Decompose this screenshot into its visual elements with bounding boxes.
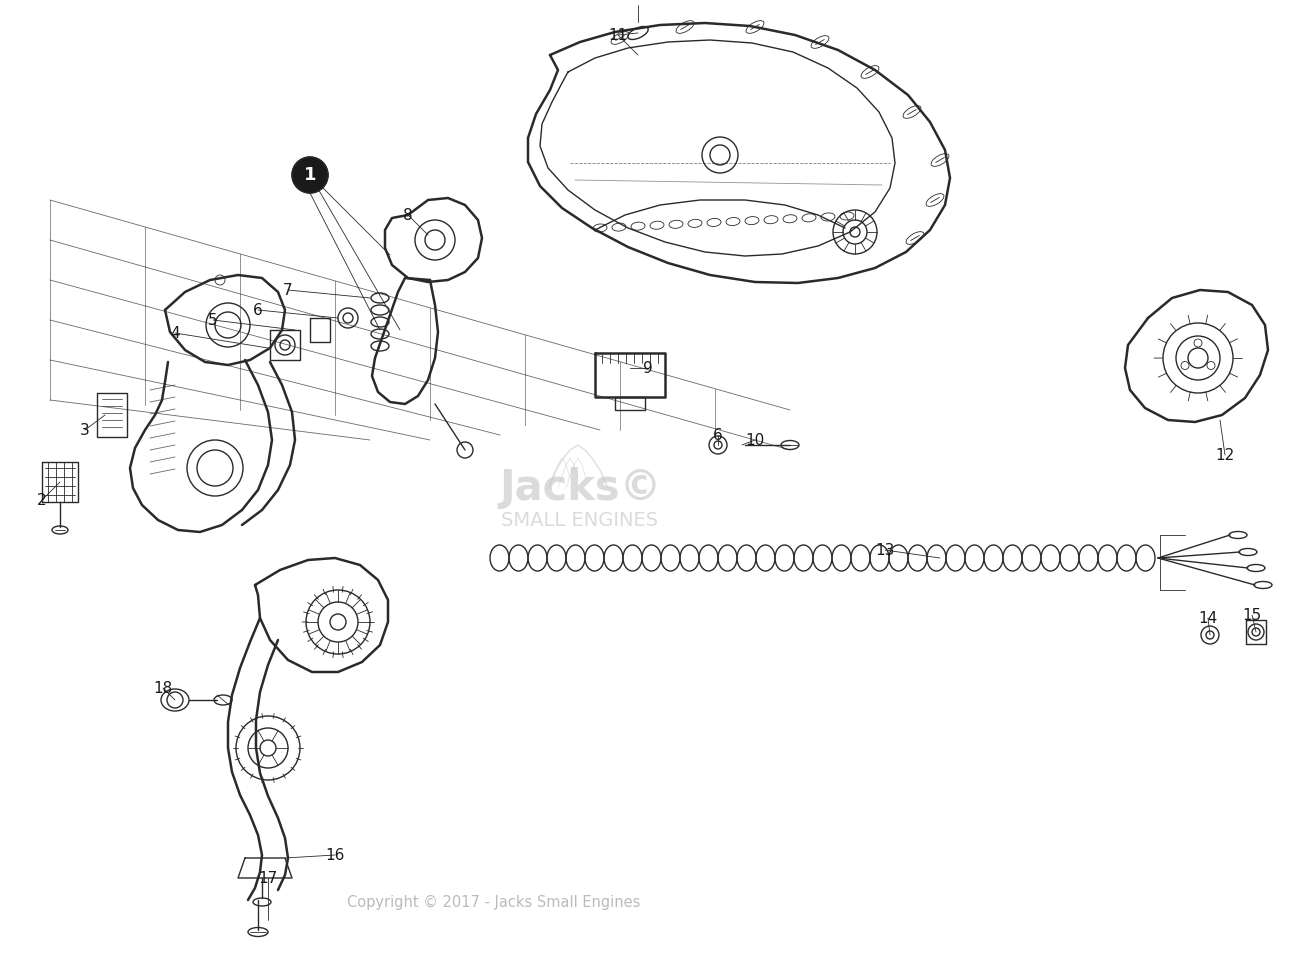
Text: 14: 14 bbox=[1199, 610, 1218, 626]
Text: 6: 6 bbox=[254, 303, 263, 317]
Text: 17: 17 bbox=[259, 871, 278, 885]
Text: 8: 8 bbox=[403, 207, 413, 223]
Text: 11: 11 bbox=[608, 28, 628, 43]
Text: Jacks©: Jacks© bbox=[499, 467, 662, 509]
Text: Copyright © 2017 - Jacks Small Engines: Copyright © 2017 - Jacks Small Engines bbox=[347, 895, 641, 910]
Text: SMALL ENGINES: SMALL ENGINES bbox=[502, 511, 659, 529]
Text: 12: 12 bbox=[1216, 448, 1235, 462]
Text: 7: 7 bbox=[283, 283, 292, 298]
Circle shape bbox=[292, 157, 328, 193]
Text: 18: 18 bbox=[153, 681, 173, 695]
Text: 2: 2 bbox=[38, 493, 47, 507]
Text: 1: 1 bbox=[306, 167, 315, 182]
Text: 6: 6 bbox=[714, 428, 723, 442]
Text: 5: 5 bbox=[208, 312, 218, 328]
Text: 16: 16 bbox=[325, 847, 344, 862]
Circle shape bbox=[292, 157, 328, 193]
Text: 3: 3 bbox=[81, 422, 90, 437]
Text: 10: 10 bbox=[745, 433, 764, 448]
Text: 13: 13 bbox=[875, 542, 894, 558]
Text: 15: 15 bbox=[1243, 607, 1261, 623]
Text: 9: 9 bbox=[644, 360, 653, 375]
Text: 1: 1 bbox=[304, 166, 316, 184]
Text: 1: 1 bbox=[304, 166, 316, 184]
Text: 4: 4 bbox=[170, 326, 179, 341]
